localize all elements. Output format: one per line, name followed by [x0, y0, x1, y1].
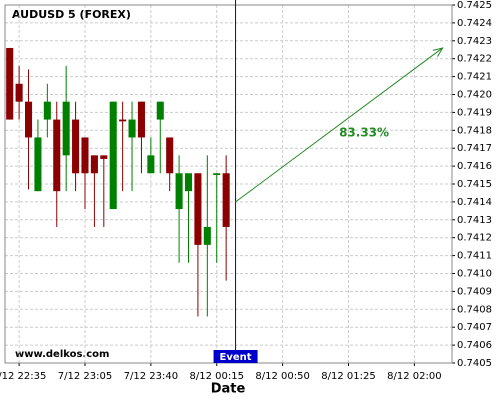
y-tick-label: 0.7411 — [457, 251, 492, 262]
candle-body — [119, 119, 127, 122]
y-tick-label: 0.7423 — [457, 36, 492, 47]
y-tick-label: 0.7422 — [457, 54, 492, 65]
candle-body — [53, 119, 61, 192]
candle-body — [147, 155, 155, 174]
x-axis-label: Date — [211, 382, 246, 397]
y-tick-label: 0.7417 — [457, 143, 492, 154]
candle-body — [213, 173, 221, 176]
y-tick-label: 0.7407 — [457, 322, 492, 333]
x-tick-label: 7/12 23:05 — [58, 371, 112, 382]
y-tick-label: 0.7419 — [457, 107, 492, 118]
y-tick-label: 0.7413 — [457, 215, 492, 226]
watermark: www.delkos.com — [15, 349, 109, 360]
y-tick-label: 0.7416 — [457, 161, 492, 172]
y-tick-label: 0.7420 — [457, 90, 492, 101]
y-tick-label: 0.7409 — [457, 286, 492, 297]
candle-body — [222, 173, 230, 227]
candle-body — [184, 173, 193, 192]
candle-body — [128, 119, 136, 138]
x-tick-label: 8/12 02:00 — [387, 371, 441, 382]
x-tick-label: 8/12 00:50 — [255, 371, 309, 382]
candle-body — [203, 226, 211, 245]
y-tick-label: 0.7418 — [457, 125, 492, 136]
y-tick-label: 0.7415 — [457, 179, 492, 190]
candle-body — [175, 173, 183, 210]
y-tick-label: 0.7414 — [457, 197, 492, 208]
y-tick-label: 0.7412 — [457, 233, 492, 244]
x-tick-label: 7/12 22:35 — [0, 371, 46, 382]
y-tick-label: 0.7424 — [457, 18, 492, 29]
candle-body — [24, 101, 33, 138]
candle-body — [194, 173, 202, 245]
candle-body — [15, 83, 23, 102]
event-label: Event — [220, 352, 252, 363]
y-tick-label: 0.7406 — [457, 340, 492, 351]
candle-body — [72, 119, 80, 174]
forecast-arrow — [235, 47, 443, 203]
candle-body — [6, 47, 14, 120]
candle-body — [137, 101, 145, 138]
event-box — [213, 350, 258, 363]
candle-body — [81, 137, 89, 174]
candle-body — [109, 101, 117, 210]
candle-body — [100, 155, 108, 159]
candle-body — [43, 101, 51, 120]
candle-body — [62, 101, 70, 156]
y-tick-label: 0.7421 — [457, 72, 492, 83]
y-tick-label: 0.7405 — [457, 358, 492, 369]
candle-body — [90, 155, 98, 174]
x-tick-label: 8/12 01:25 — [321, 371, 375, 382]
arrow-head — [432, 47, 444, 57]
candle-body — [166, 137, 174, 174]
y-tick-label: 0.7408 — [457, 304, 492, 315]
y-tick-label: 0.7410 — [457, 269, 492, 280]
chart-title: AUDUSD 5 (FOREX) — [12, 8, 131, 21]
candle-body — [34, 137, 42, 192]
candle-body — [156, 101, 164, 120]
y-tick-label: 0.7425 — [457, 0, 492, 11]
x-tick-label: 7/12 23:40 — [124, 371, 178, 382]
arrow-label: 83.33% — [339, 125, 389, 139]
x-tick-label: 8/12 00:15 — [190, 371, 244, 382]
